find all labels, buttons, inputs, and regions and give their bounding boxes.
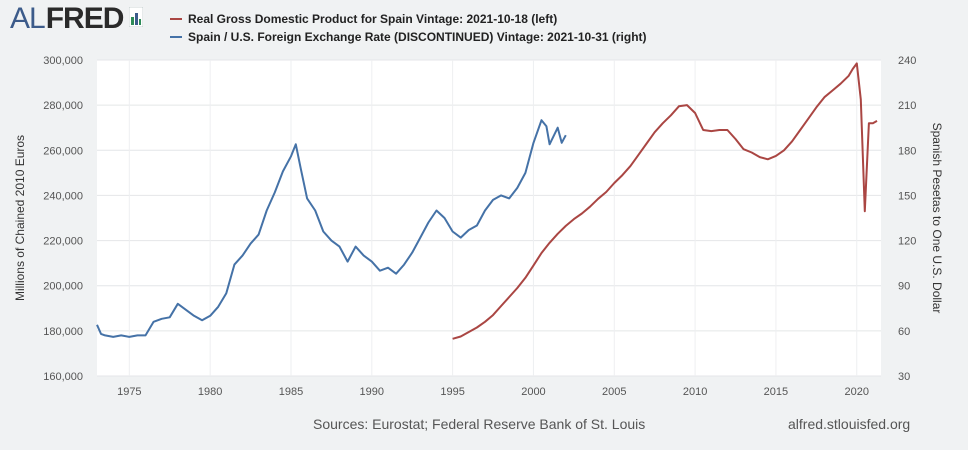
alfred-logo[interactable]: AL FRED bbox=[10, 2, 144, 35]
right-tick-label: 30 bbox=[898, 371, 910, 383]
x-tick-label: 1980 bbox=[198, 386, 222, 398]
right-tick-label: 60 bbox=[898, 326, 910, 338]
logo-al-text: AL bbox=[10, 2, 46, 35]
chart-header: AL FRED Real Gross Domestic Product for … bbox=[0, 0, 968, 52]
plot-area bbox=[97, 60, 881, 376]
left-tick-label: 180,000 bbox=[43, 326, 83, 338]
series-line-gdp[interactable] bbox=[452, 62, 878, 340]
legend-swatch-gdp bbox=[170, 18, 182, 20]
logo-bars-icon bbox=[129, 6, 144, 32]
legend-item-gdp[interactable]: Real Gross Domestic Product for Spain Vi… bbox=[170, 10, 647, 28]
legend-label-gdp: Real Gross Domestic Product for Spain Vi… bbox=[188, 12, 558, 26]
left-axis-ticks: 160,000 180,000 200,000 220,000 240,000 260,0… bbox=[43, 55, 83, 383]
x-tick-label: 2015 bbox=[764, 386, 788, 398]
chart-sources: Sources: Eurostat; Federal Reserve Bank … bbox=[313, 416, 646, 432]
right-axis-title: Spanish Pesetas to One U.S. Dollar bbox=[930, 123, 944, 314]
x-axis-ticks: 1975 1980 1985 1990 1995 2000 2005 2010 2015 2020 bbox=[117, 386, 869, 398]
x-tick-label: 2005 bbox=[602, 386, 626, 398]
x-tick-label: 2000 bbox=[521, 386, 545, 398]
x-tick-label: 1975 bbox=[117, 386, 141, 398]
right-tick-label: 90 bbox=[898, 281, 910, 293]
x-tick-label: 2010 bbox=[683, 386, 707, 398]
left-tick-label: 200,000 bbox=[43, 281, 83, 293]
legend: Real Gross Domestic Product for Spain Vi… bbox=[170, 10, 647, 46]
x-tick-label: 2020 bbox=[845, 386, 869, 398]
source-url[interactable]: alfred.stlouisfed.org bbox=[788, 416, 911, 432]
x-tick-label: 1995 bbox=[440, 386, 464, 398]
series-line-exchange-rate[interactable] bbox=[96, 119, 567, 338]
line-chart: 160,000 180,000 200,000 220,000 240,000 260,0… bbox=[13, 55, 944, 398]
left-tick-label: 260,000 bbox=[43, 145, 83, 157]
left-axis-title: Millions of Chained 2010 Euros bbox=[13, 135, 27, 301]
left-tick-label: 300,000 bbox=[43, 55, 83, 67]
x-tick-label: 1985 bbox=[279, 386, 303, 398]
left-tick-label: 240,000 bbox=[43, 190, 83, 202]
legend-swatch-exchange-rate bbox=[170, 36, 182, 38]
legend-item-exchange-rate[interactable]: Spain / U.S. Foreign Exchange Rate (DISC… bbox=[170, 28, 647, 46]
left-tick-label: 280,000 bbox=[43, 100, 83, 112]
right-tick-label: 210 bbox=[898, 100, 916, 112]
right-tick-label: 120 bbox=[898, 236, 916, 248]
x-tick-label: 1990 bbox=[360, 386, 384, 398]
right-axis-ticks: 30 60 90 120 150 180 210 240 bbox=[898, 55, 916, 383]
series-lines bbox=[96, 62, 878, 340]
left-tick-label: 220,000 bbox=[43, 236, 83, 248]
right-tick-label: 240 bbox=[898, 55, 916, 67]
left-tick-label: 160,000 bbox=[43, 371, 83, 383]
right-tick-label: 150 bbox=[898, 190, 916, 202]
legend-label-exchange-rate: Spain / U.S. Foreign Exchange Rate (DISC… bbox=[188, 30, 647, 44]
logo-fred-text: FRED bbox=[45, 2, 125, 35]
right-tick-label: 180 bbox=[898, 145, 916, 157]
